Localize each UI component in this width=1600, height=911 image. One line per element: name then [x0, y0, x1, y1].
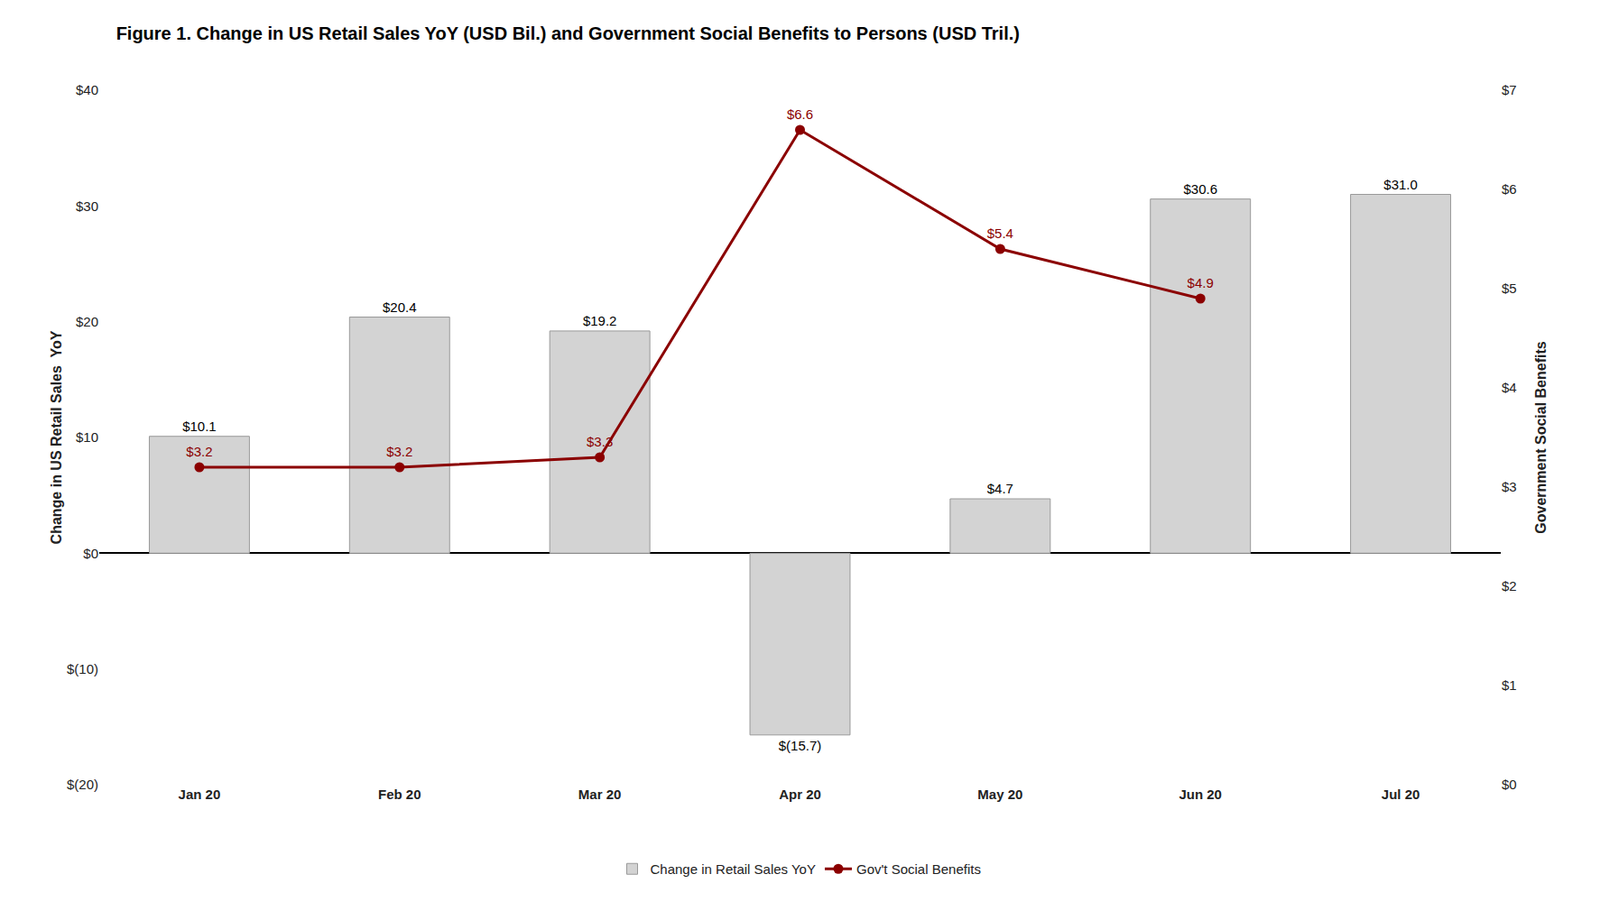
svg-text:$0: $0 [1501, 776, 1517, 793]
svg-text:Gov't Social Benefits: Gov't Social Benefits [856, 861, 981, 878]
svg-text:$19.2: $19.2 [582, 313, 618, 329]
svg-text:$2: $2 [1501, 578, 1517, 594]
svg-text:$7: $7 [1501, 82, 1517, 98]
svg-text:$(15.7): $(15.7) [778, 738, 823, 754]
svg-text:$3.2: $3.2 [185, 443, 213, 460]
svg-text:$30: $30 [75, 198, 99, 214]
svg-text:Government Social Benefits: Government Social Benefits [1533, 341, 1549, 534]
svg-text:$1: $1 [1501, 677, 1517, 694]
svg-text:$4: $4 [1501, 379, 1517, 396]
svg-text:Jul 20: Jul 20 [1381, 786, 1421, 803]
svg-text:Feb 20: Feb 20 [378, 786, 422, 803]
svg-text:Figure 1. Change in US Retail: Figure 1. Change in US Retail Sales YoY … [116, 23, 1020, 44]
svg-text:$4.9: $4.9 [1187, 275, 1214, 291]
svg-text:$3.3: $3.3 [586, 434, 613, 450]
svg-text:Mar 20: Mar 20 [578, 786, 622, 803]
svg-text:$30.6: $30.6 [1183, 181, 1218, 197]
svg-text:Change in US Retail Sales YoY: Change in US Retail Sales YoY [48, 330, 65, 545]
svg-text:$10: $10 [75, 429, 99, 445]
svg-text:Apr 20: Apr 20 [778, 786, 822, 803]
svg-text:$3.2: $3.2 [386, 443, 413, 460]
svg-text:$6.6: $6.6 [786, 106, 814, 122]
svg-text:Change in Retail Sales YoY: Change in Retail Sales YoY [650, 861, 816, 878]
svg-text:$20: $20 [75, 314, 99, 330]
svg-text:Jan 20: Jan 20 [178, 786, 222, 803]
svg-text:$6: $6 [1501, 181, 1517, 197]
svg-text:$3: $3 [1501, 479, 1517, 495]
svg-text:$0: $0 [83, 545, 99, 562]
svg-text:May 20: May 20 [977, 786, 1023, 803]
svg-text:$(20): $(20) [66, 776, 99, 793]
svg-text:$4.7: $4.7 [987, 480, 1014, 497]
svg-text:$31.0: $31.0 [1383, 176, 1418, 193]
svg-text:$5: $5 [1501, 280, 1517, 296]
svg-text:$(10): $(10) [66, 661, 99, 677]
svg-text:$40: $40 [75, 82, 99, 98]
svg-text:Jun 20: Jun 20 [1178, 786, 1222, 803]
svg-text:$20.4: $20.4 [382, 299, 417, 315]
svg-text:$5.4: $5.4 [987, 225, 1014, 241]
svg-text:$10.1: $10.1 [182, 418, 217, 435]
